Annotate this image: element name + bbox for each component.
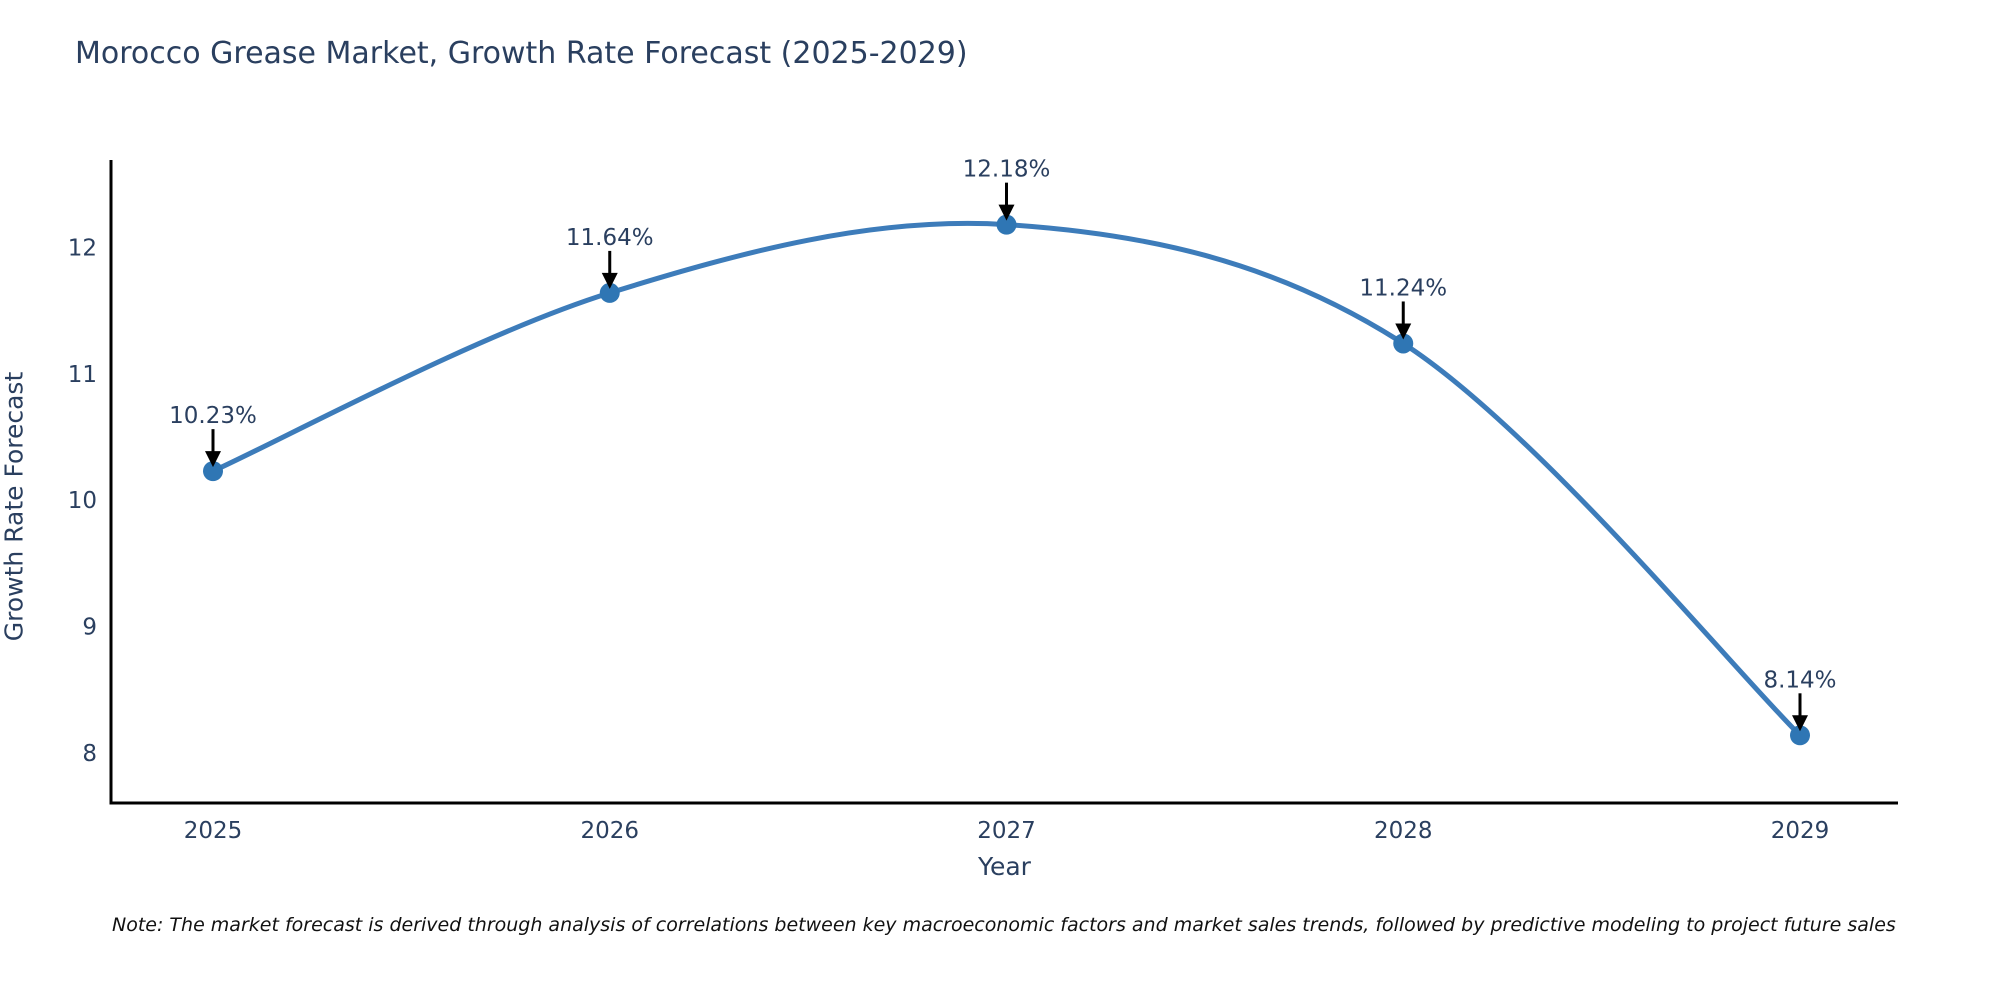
annotation-label: 10.23% [169,403,257,429]
annotation-label: 11.64% [566,225,654,251]
annotation-label: 8.14% [1763,667,1836,693]
annotation-label: 12.18% [963,157,1051,183]
data-point-marker[interactable] [1790,725,1810,746]
series-line [210,220,1803,738]
data-point-marker[interactable] [996,214,1017,235]
annotation-arrowhead [205,451,221,468]
y-tick-label: 10 [68,488,97,514]
axis-lines [109,160,1898,805]
y-tick-label: 12 [68,235,97,261]
x-tick-label: 2027 [977,818,1036,844]
x-tick-label: 2025 [184,818,243,844]
y-tick-label: 11 [68,362,97,388]
footnote: Note: The market forecast is derived thr… [112,914,1896,936]
data-point-marker[interactable] [599,282,620,303]
y-tick-label: 9 [82,615,97,641]
chart-title: Morocco Grease Market, Growth Rate Forec… [75,36,968,71]
annotation-label: 11.24% [1359,275,1447,301]
annotation-arrowhead [1792,715,1808,732]
x-tick-label: 2026 [580,818,639,844]
x-axis-title: Year [978,852,1031,881]
x-tick-label: 2028 [1374,818,1433,844]
annotation-arrowhead [601,272,618,289]
y-tick-label: 8 [82,741,97,767]
annotation-arrowhead [998,204,1015,221]
annotation-arrowhead [1395,323,1412,340]
data-point-marker[interactable] [1393,333,1414,354]
x-tick-label: 2029 [1771,818,1830,844]
data-point-marker[interactable] [203,461,223,482]
